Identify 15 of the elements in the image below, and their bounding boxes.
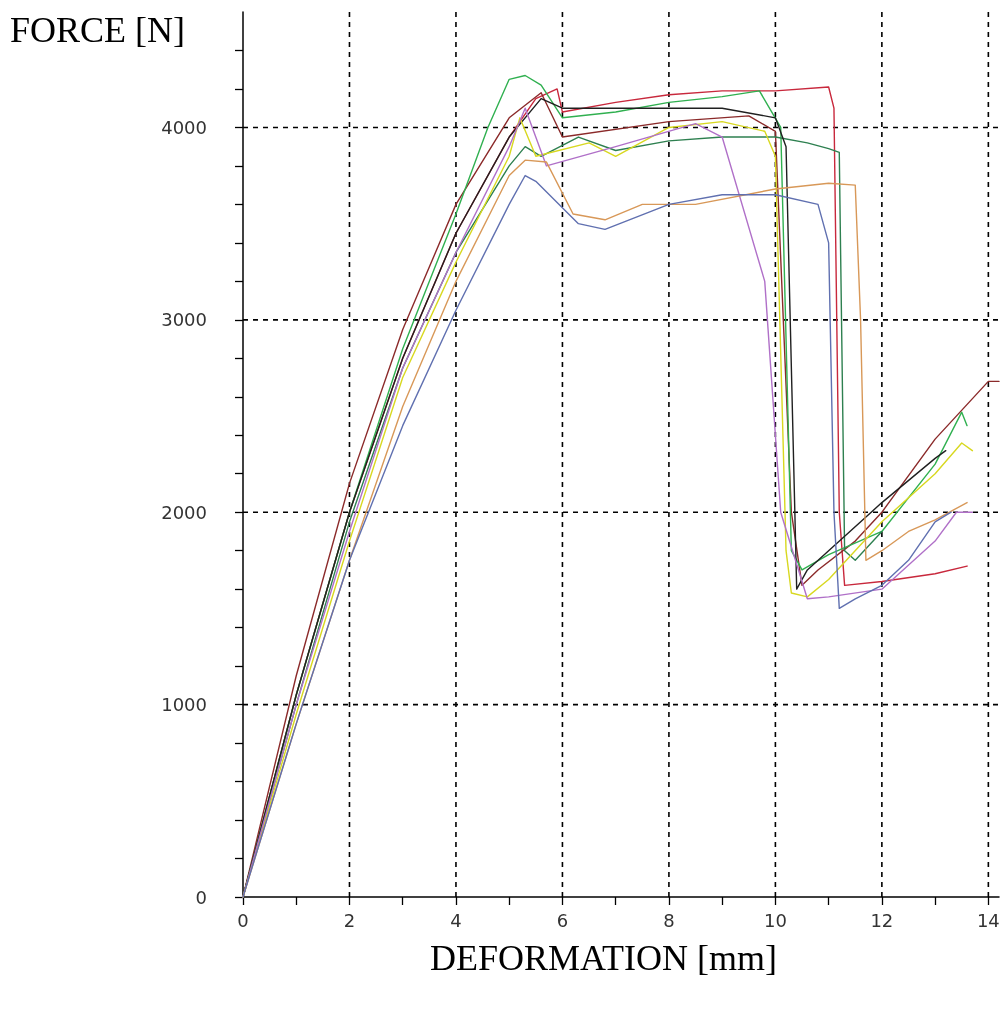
x-tick-label: 14 [976,909,1000,931]
x-tick-label: 4 [450,909,462,931]
x-tick-label: 8 [663,909,675,931]
y-tick-label: 3000 [161,309,207,331]
x-tick-label: 2 [343,909,356,931]
y-tick-label: 1000 [161,694,207,716]
y-tick-label: 2000 [161,501,207,523]
x-tick-label: 6 [556,909,569,931]
x-tick-label: 10 [763,909,787,931]
x-tick-label: 12 [870,909,894,931]
x-tick-label: 0 [237,909,249,931]
x-axis-title: DEFORMATION [mm] [430,938,777,978]
y-tick-label: 0 [195,886,207,908]
y-tick-label: 4000 [161,116,207,138]
y-axis-title: FORCE [N] [10,10,186,50]
